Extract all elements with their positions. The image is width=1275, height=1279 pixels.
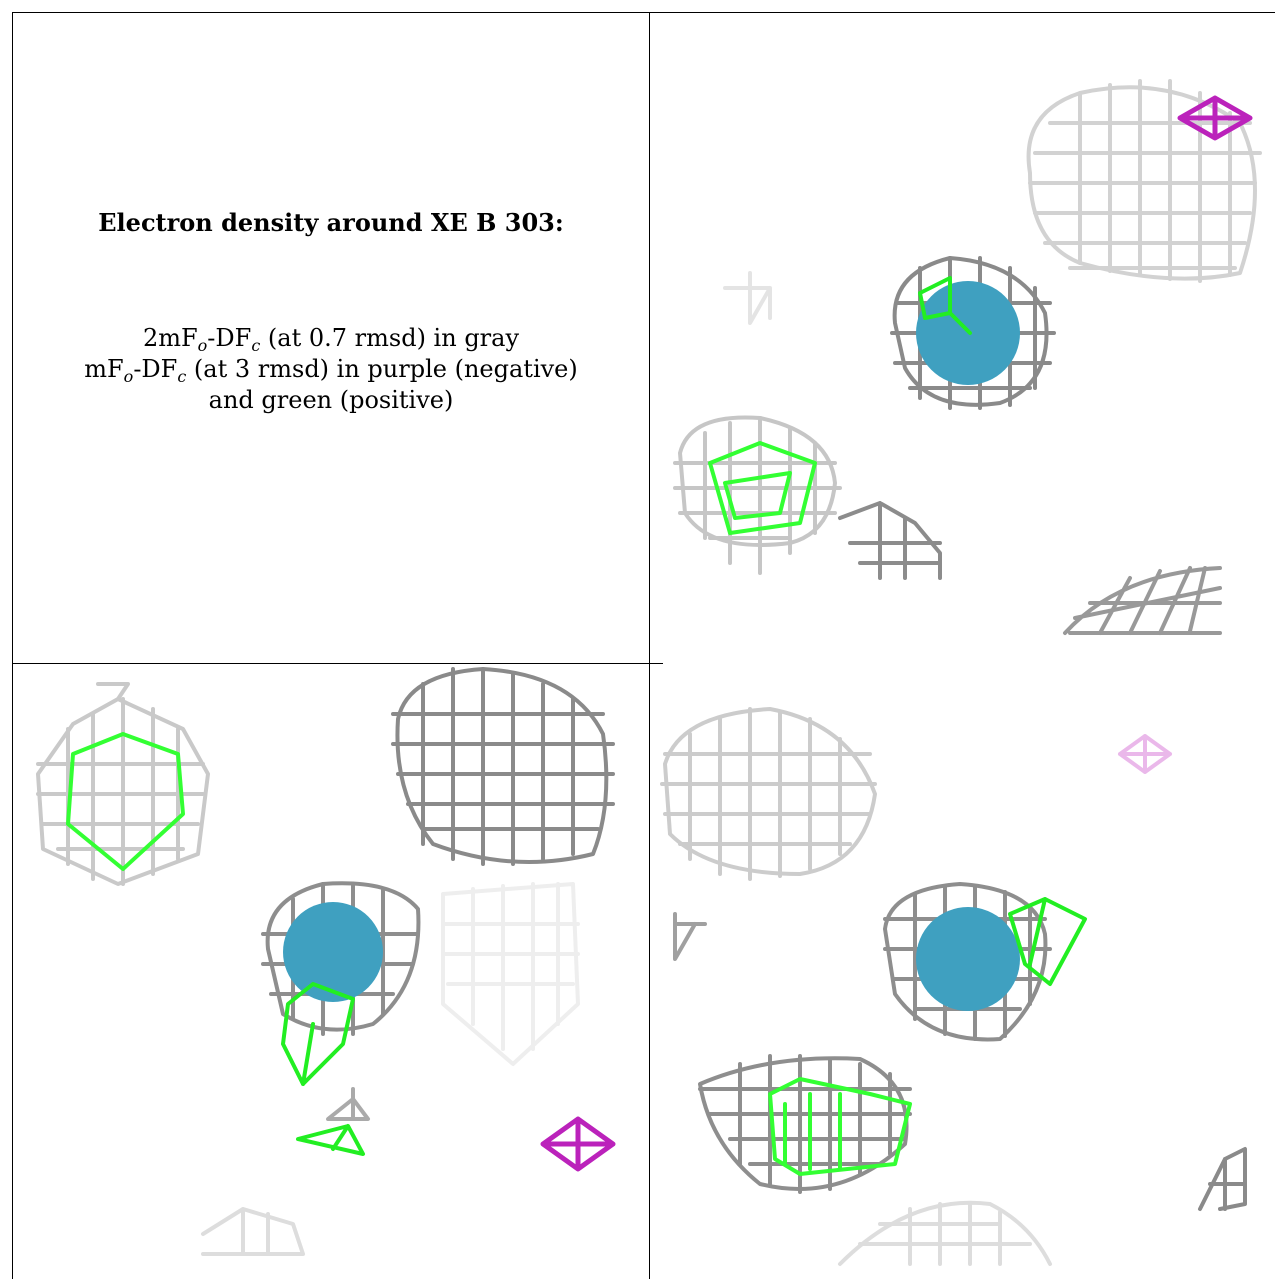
gray-mesh-bottom — [838, 501, 942, 580]
legend-line-difference: mFo-DFc (at 3 rmsd) in purple (negative) — [84, 355, 578, 386]
legend-line-gray: 2mFo-DFc (at 0.7 rmsd) in gray — [142, 324, 520, 355]
legend-line-positive: and green (positive) — [208, 386, 454, 414]
divider-vertical — [649, 12, 650, 1279]
purple-mesh-top — [1177, 95, 1253, 141]
gray-mesh-small — [723, 271, 772, 325]
green-mesh-xenon — [918, 276, 972, 335]
gray-mesh-faded — [441, 882, 580, 1066]
gray-mesh-small — [673, 912, 707, 961]
gray-mesh-small — [326, 1087, 370, 1121]
gray-mesh-left — [673, 415, 842, 575]
green-mesh-lower — [768, 1077, 912, 1176]
divider-horizontal — [13, 663, 663, 664]
caption-title: Electron density around XE B 303: — [98, 208, 564, 237]
gray-mesh-large — [391, 667, 615, 866]
green-mesh-xenon — [1008, 897, 1087, 986]
caption-legend: 2mFo-DFc (at 0.7 rmsd) in gray mFo-DFc (… — [13, 323, 649, 416]
green-mesh-xenon — [281, 982, 355, 1086]
gray-mesh-corner — [1198, 1147, 1247, 1211]
density-view-bottom-right — [650, 664, 1274, 1279]
gray-mesh-large — [1026, 79, 1262, 283]
xenon-atom — [283, 902, 383, 1002]
purple-mesh — [540, 1116, 616, 1172]
gray-mesh-large — [660, 707, 877, 881]
gray-mesh-corner — [1063, 566, 1222, 635]
green-mesh-left — [708, 441, 817, 535]
density-render-2 — [36, 667, 616, 1256]
border-top — [13, 12, 1275, 13]
gray-mesh-bottom — [838, 1200, 1052, 1266]
green-mesh-left — [66, 732, 185, 871]
density-render-3 — [660, 707, 1247, 1266]
border-left — [12, 12, 13, 1279]
gray-mesh-bottom — [201, 1207, 305, 1256]
xenon-atom — [916, 907, 1020, 1011]
density-view-top-right — [650, 13, 1274, 663]
purple-mesh-faded — [1118, 734, 1172, 774]
caption-panel: Electron density around XE B 303: 2mFo-D… — [13, 13, 649, 663]
density-render-1 — [673, 79, 1262, 635]
density-view-bottom-left — [13, 664, 649, 1279]
green-mesh-small — [296, 1124, 365, 1156]
